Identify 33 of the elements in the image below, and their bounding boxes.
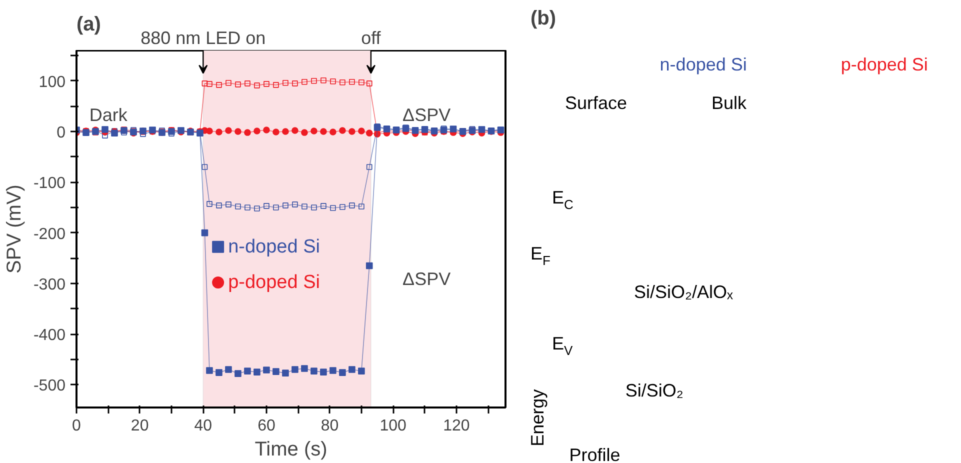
legend-label: p-doped Si [228,272,320,294]
text: (b) [530,8,556,30]
x-tick-label: 100 [380,418,407,434]
y-tick-label: 100 [38,74,66,91]
text: Si/SiO₂ [625,380,684,401]
annotation: ΔSPV [402,268,451,289]
y-tick-label: -300 [33,276,66,294]
x-tick-label: 0 [72,418,82,434]
annotation: off [361,28,382,48]
x-tick-label: 40 [194,418,212,434]
y-axis-title: SPV (mV) [3,184,26,274]
y-tick-label: -200 [33,226,66,243]
x-tick-label: 60 [258,418,276,434]
x-tick-label: 20 [130,418,149,434]
annotation: ΔSPV [402,104,451,125]
y-tick-label: 0 [56,124,66,142]
chart-title: (a) [76,14,101,36]
text: Energy [528,389,548,446]
text: Si/SiO₂/AlOₓ [634,282,733,302]
text: Surface [564,93,628,114]
annotation: Dark [89,104,128,125]
legend-label: n-doped Si [228,236,320,258]
annotation: 880 nm LED on [140,28,266,48]
x-axis-title: Time (s) [254,438,328,460]
text: n-doped Si [660,54,747,75]
text: Bulk [712,93,748,114]
y-tick-label: -100 [33,175,66,192]
x-tick-label: 120 [443,418,470,434]
text: p-doped Si [840,54,928,75]
y-tick-label: -400 [33,327,66,344]
y-tick-label: -500 [33,378,66,395]
x-tick-label: 80 [320,418,339,434]
text: Profile [569,444,620,463]
